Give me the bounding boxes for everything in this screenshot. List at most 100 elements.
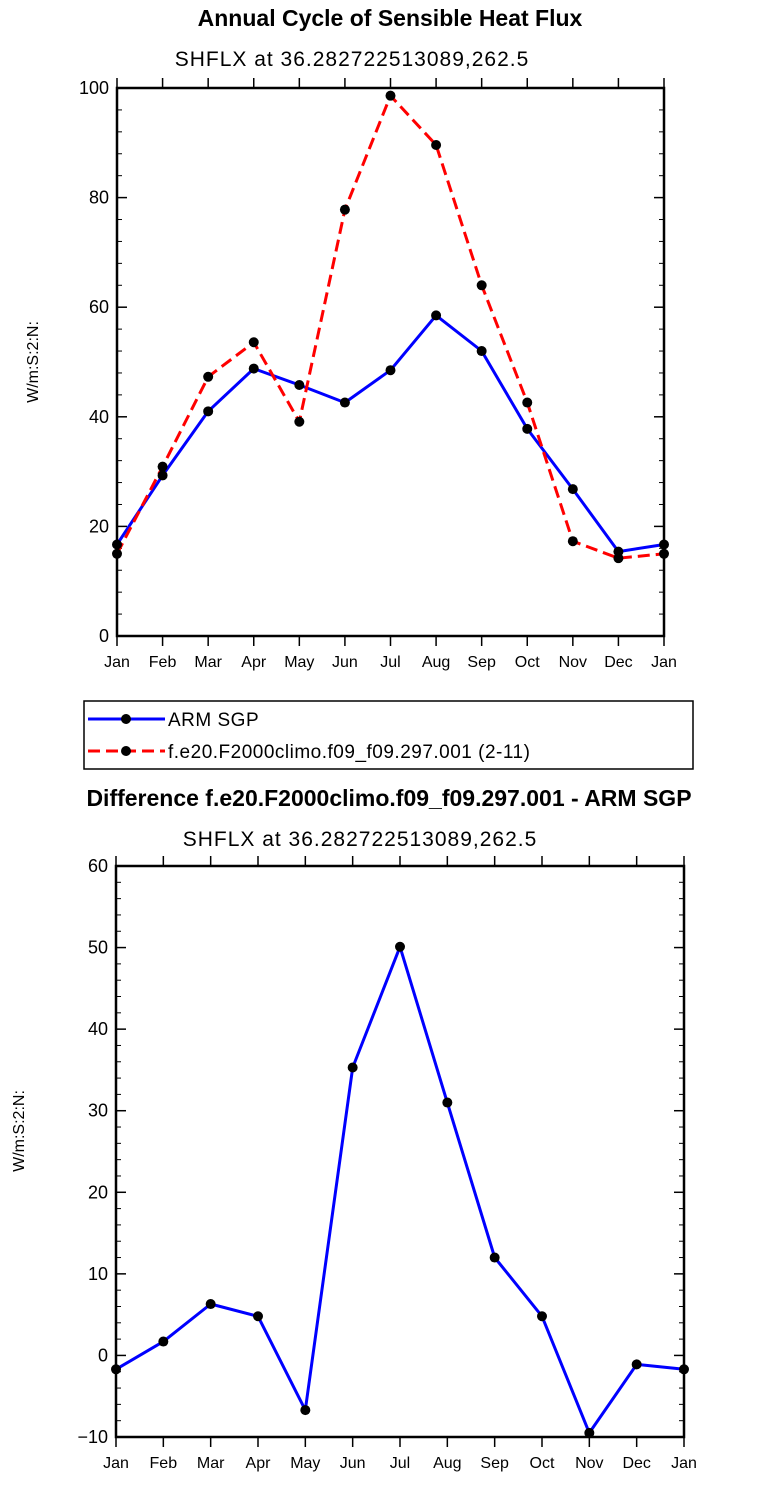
legend-marker-model (121, 746, 131, 756)
chart1-x-tick-label: Jan (104, 654, 130, 671)
chart1-x-tick-label: Apr (241, 654, 267, 671)
chart1-series-0-line (115, 313, 665, 554)
chart1-series-1-point (203, 371, 214, 382)
chart2-series-0-point (584, 1427, 595, 1438)
chart1-x-tick-label: Oct (515, 654, 540, 671)
chart2-x-tick-label: Jul (390, 1455, 410, 1472)
chart2-series-0-point (111, 1364, 121, 1375)
chart2-x-tick-label: Apr (246, 1455, 272, 1472)
chart1-series-0-point (157, 470, 168, 481)
chart2-x-tick-label: Oct (530, 1455, 555, 1472)
chart2-y-axis-label: W/m:S:2:N: (11, 1090, 28, 1172)
chart1-x-tick-label: Aug (422, 654, 450, 671)
chart2-y-tick-label: 20 (88, 1182, 108, 1202)
chart2-x-tick-label: Mar (197, 1455, 225, 1472)
chart1-x-tick-label: Sep (467, 654, 496, 671)
chart1-series-0-point (567, 484, 578, 495)
chart2-series-0-point (395, 941, 405, 952)
chart1-series-1-point (659, 548, 669, 559)
chart2-y-tick-label: 60 (88, 856, 108, 876)
chart2-x-tick-label: Jan (671, 1455, 697, 1472)
chart2-series-0-point (347, 1062, 358, 1073)
chart1-plot-frame (115, 86, 666, 638)
chart1-x-tick-label: Jun (332, 654, 358, 671)
chart1-series-1-point (613, 553, 624, 564)
chart1-tick-labels: 0 20 40 60 80 100 Jan Feb Mar Apr May Jun Jul Aug Sep O… (79, 78, 677, 671)
chart2-x-tick-label: Jun (340, 1455, 366, 1472)
chart2-x-tick-label: Dec (622, 1455, 650, 1472)
chart1-x-tick-label: Jan (651, 654, 677, 671)
chart2-series-0-point (158, 1336, 169, 1347)
chart1-series-0-point (339, 397, 350, 408)
legend-label-model: f.e20.F2000climo.f09_f09.297.001 (2-11) (168, 742, 530, 763)
chart1-y-tick-label: 40 (89, 407, 109, 427)
chart2-title: Difference f.e20.F2000climo.f09_f09.297.… (86, 785, 691, 811)
chart1-series-0-point (431, 310, 442, 321)
chart1-series-0-point (248, 363, 259, 374)
chart1-series-1-point (431, 139, 442, 150)
chart1-series (112, 90, 669, 564)
chart2-series-0-point (442, 1097, 453, 1108)
chart1-y-tick-label: 0 (99, 626, 109, 646)
legend-label-arm-sgp: ARM SGP (168, 710, 259, 731)
chart1-series-0-point (659, 539, 669, 550)
chart2-subtitle: SHFLX at 36.282722513089,262.5 (183, 828, 538, 851)
chart1-x-tick-label: Jul (380, 654, 400, 671)
chart1-title: Annual Cycle of Sensible Heat Flux (198, 5, 583, 31)
legend-marker-arm-sgp (121, 714, 131, 724)
chart2-series-0-point (631, 1359, 642, 1370)
chart1-series-1-point (476, 280, 487, 291)
chart2-x-tick-label: Sep (480, 1455, 509, 1472)
chart2-axes (114, 856, 686, 1447)
chart2-tick-labels: −10 0 10 20 30 40 50 60 Jan Feb Mar Apr May Jun Jul Aug… (77, 856, 696, 1472)
chart1-series-1-line (115, 94, 665, 560)
chart1-series-0-point (522, 423, 533, 434)
chart1-axes (115, 78, 666, 646)
chart2-y-tick-label: 30 (88, 1101, 108, 1121)
chart1-y-tick-label: 60 (89, 297, 109, 317)
chart2-x-tick-label: Feb (150, 1455, 178, 1472)
chart2-y-tick-label: 10 (88, 1264, 108, 1284)
chart1-x-tick-label: Feb (149, 654, 177, 671)
chart1-x-tick-label: Nov (559, 654, 587, 671)
chart1-series-0-point (476, 346, 487, 357)
chart2-y-tick-label: 40 (88, 1019, 108, 1039)
chart2-series-0-point (205, 1299, 216, 1310)
annual-cycle-chart: Annual Cycle of Sensible Heat Flux SHFLX… (25, 5, 677, 671)
chart2-y-tick-label: 50 (88, 938, 108, 958)
chart2-series-0-point (537, 1311, 547, 1322)
chart1-subtitle: SHFLX at 36.282722513089,262.5 (175, 48, 530, 71)
chart2-series-0-point (679, 1364, 689, 1375)
chart1-legend: ARM SGP f.e20.F2000climo.f09_f09.297.001… (83, 700, 694, 770)
chart1-x-tick-label: Dec (604, 654, 632, 671)
chart2-x-tick-label: May (290, 1455, 320, 1472)
chart1-series-1-point (385, 90, 396, 101)
chart1-y-tick-label: 100 (79, 78, 109, 98)
chart2-series-0-point (300, 1405, 311, 1416)
chart1-series-0-point (112, 539, 122, 550)
chart1-y-tick-label: 80 (89, 188, 109, 208)
chart1-series-1-point (248, 337, 259, 348)
chart1-series-1-point (157, 461, 168, 472)
chart2-x-tick-label: Nov (575, 1455, 603, 1472)
chart1-series-0-point (203, 406, 214, 417)
chart1-series-1-point (567, 536, 578, 547)
chart2-y-tick-label: −10 (77, 1427, 108, 1447)
difference-chart: Difference f.e20.F2000climo.f09_f09.297.… (11, 785, 697, 1472)
chart2-series (111, 941, 689, 1438)
chart2-y-tick-label: 0 (98, 1345, 108, 1365)
chart1-series-1-point (112, 548, 122, 559)
chart1-series-1-point (522, 397, 533, 408)
chart2-series-0-line (115, 945, 685, 1435)
chart1-x-tick-label: Mar (194, 654, 222, 671)
chart2-series-0-point (489, 1252, 500, 1263)
chart1-y-axis-label: W/m:S:2:N: (25, 321, 42, 403)
chart2-x-tick-label: Aug (433, 1455, 461, 1472)
chart2-x-tick-label: Jan (103, 1455, 129, 1472)
chart1-series-1-point (294, 416, 305, 427)
chart1-series-0-point (385, 365, 396, 376)
chart2-series-0-point (253, 1311, 263, 1322)
chart1-series-1-point (339, 204, 350, 215)
chart1-x-tick-label: May (284, 654, 314, 671)
